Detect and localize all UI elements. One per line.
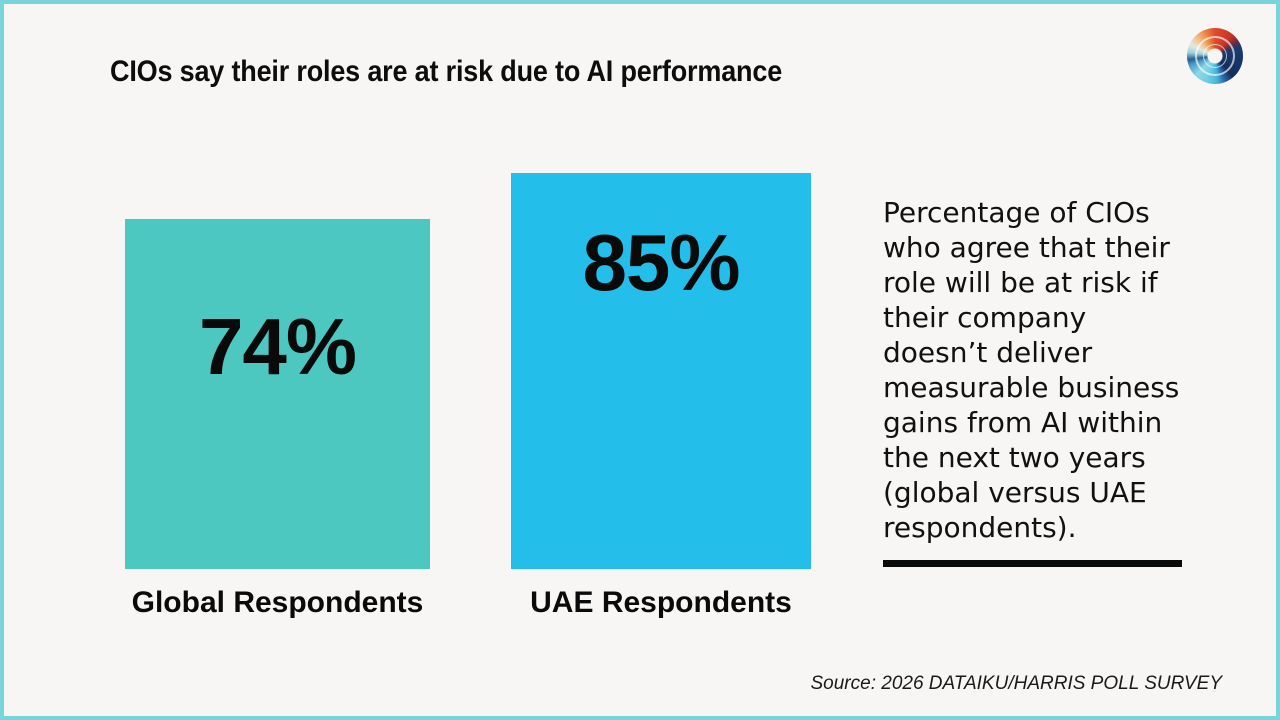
divider-rule: [883, 560, 1182, 567]
bar-label-uae: UAE Respondents: [530, 586, 792, 619]
bar-value-global: 74%: [198, 302, 357, 391]
bar-value-uae: 85%: [582, 218, 740, 307]
chart-description: Percentage of CIOs who agree that their …: [883, 196, 1180, 544]
bar-global-respondents: 74%: [125, 219, 430, 569]
page-title: CIOs say their roles are at risk due to …: [110, 55, 783, 88]
swirl-ring-logo-icon: [1187, 28, 1243, 84]
source-citation: Source: 2026 DATAIKU/HARRIS POLL SURVEY: [810, 673, 1223, 694]
bar-uae-respondents: 85%: [511, 173, 811, 569]
bar-label-global: Global Respondents: [131, 586, 424, 619]
